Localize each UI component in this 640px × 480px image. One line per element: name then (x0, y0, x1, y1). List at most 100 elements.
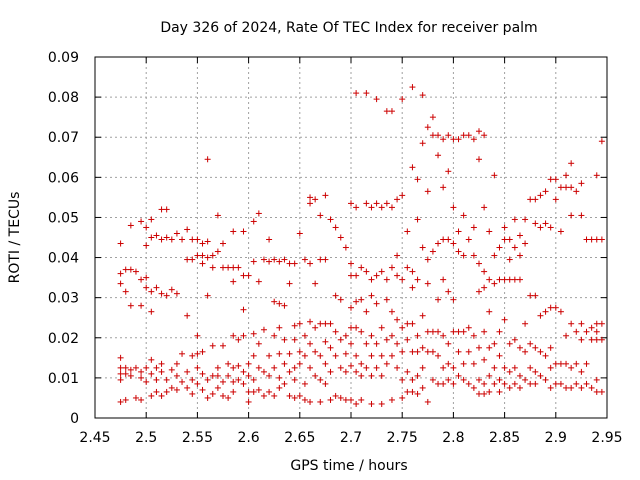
data-point (583, 380, 590, 387)
data-point (127, 222, 134, 229)
data-point (250, 352, 257, 359)
y-tick-label: 0.05 (48, 210, 79, 226)
data-point (460, 212, 467, 219)
data-point (235, 362, 242, 369)
data-point (332, 224, 339, 231)
data-point (440, 276, 447, 283)
data-point (271, 256, 278, 263)
data-point (358, 372, 365, 379)
data-point (204, 254, 211, 261)
y-axis-label: ROTI / TECUs (7, 192, 23, 284)
data-point (153, 284, 160, 291)
data-point (532, 368, 539, 375)
data-point (240, 306, 247, 313)
data-point (563, 360, 570, 367)
data-point (394, 364, 401, 371)
data-point (424, 348, 431, 355)
data-point (158, 392, 165, 399)
data-point (460, 132, 467, 139)
data-point (332, 328, 339, 335)
data-point (496, 328, 503, 335)
data-point (122, 266, 129, 273)
data-point (573, 188, 580, 195)
data-point (117, 370, 124, 377)
data-point (291, 376, 298, 383)
data-point (255, 386, 262, 393)
data-point (496, 352, 503, 359)
data-point (516, 344, 523, 351)
data-point (593, 236, 600, 243)
data-point (143, 364, 150, 371)
data-point (194, 380, 201, 387)
data-point (153, 232, 160, 239)
data-point (568, 364, 575, 371)
y-tick-labels: 0 0.01 0.02 0.03 0.04 0.05 0.06 0.07 0.08 0.09 (48, 50, 79, 427)
y-tick-label: 0.03 (48, 291, 79, 307)
data-point (189, 376, 196, 383)
data-point (296, 360, 303, 367)
data-point (348, 340, 354, 347)
data-point (583, 328, 590, 335)
data-point (511, 216, 518, 223)
data-point (194, 236, 201, 243)
data-point (230, 264, 237, 271)
data-point (245, 372, 252, 379)
data-point (455, 372, 462, 379)
data-point (117, 270, 124, 277)
data-point (368, 372, 375, 379)
data-point (148, 356, 155, 363)
data-point (358, 328, 365, 335)
data-point (214, 212, 221, 219)
data-point (481, 390, 488, 397)
data-point (399, 96, 406, 103)
data-point (552, 196, 559, 203)
data-point (230, 332, 237, 339)
data-point (470, 136, 477, 143)
data-point (419, 312, 426, 319)
data-point (353, 324, 360, 331)
data-point (117, 240, 124, 247)
data-point (199, 370, 206, 377)
data-point (209, 390, 216, 397)
data-point (153, 388, 160, 395)
data-point (337, 364, 344, 371)
data-point (342, 368, 349, 375)
data-point (312, 280, 319, 287)
data-point (506, 256, 513, 263)
data-point (598, 138, 605, 145)
data-point (271, 392, 278, 399)
data-point (486, 388, 493, 395)
data-point (383, 296, 390, 303)
data-point (522, 348, 529, 355)
data-point (445, 236, 452, 243)
data-point (527, 292, 534, 299)
data-point (424, 188, 431, 195)
data-point (378, 352, 385, 359)
data-point (138, 276, 145, 283)
data-point (368, 292, 375, 299)
data-point (148, 216, 155, 223)
data-point (470, 360, 477, 367)
data-point (245, 398, 252, 405)
data-point (496, 244, 503, 251)
data-point (250, 388, 257, 395)
data-point (291, 260, 298, 267)
data-point (307, 318, 314, 325)
data-point (552, 304, 559, 311)
data-point (189, 236, 196, 243)
data-point (189, 256, 196, 263)
data-point (496, 376, 503, 383)
data-point (281, 302, 288, 309)
data-point (450, 364, 457, 371)
x-tick-label: 2.65 (284, 430, 315, 446)
data-point (230, 278, 237, 285)
data-point (317, 256, 324, 263)
data-point (163, 376, 170, 383)
data-point (465, 348, 472, 355)
data-point (250, 218, 257, 225)
data-point (568, 184, 575, 191)
data-point (598, 236, 605, 243)
data-point (455, 136, 462, 143)
data-point (399, 376, 406, 383)
data-point (220, 264, 226, 271)
